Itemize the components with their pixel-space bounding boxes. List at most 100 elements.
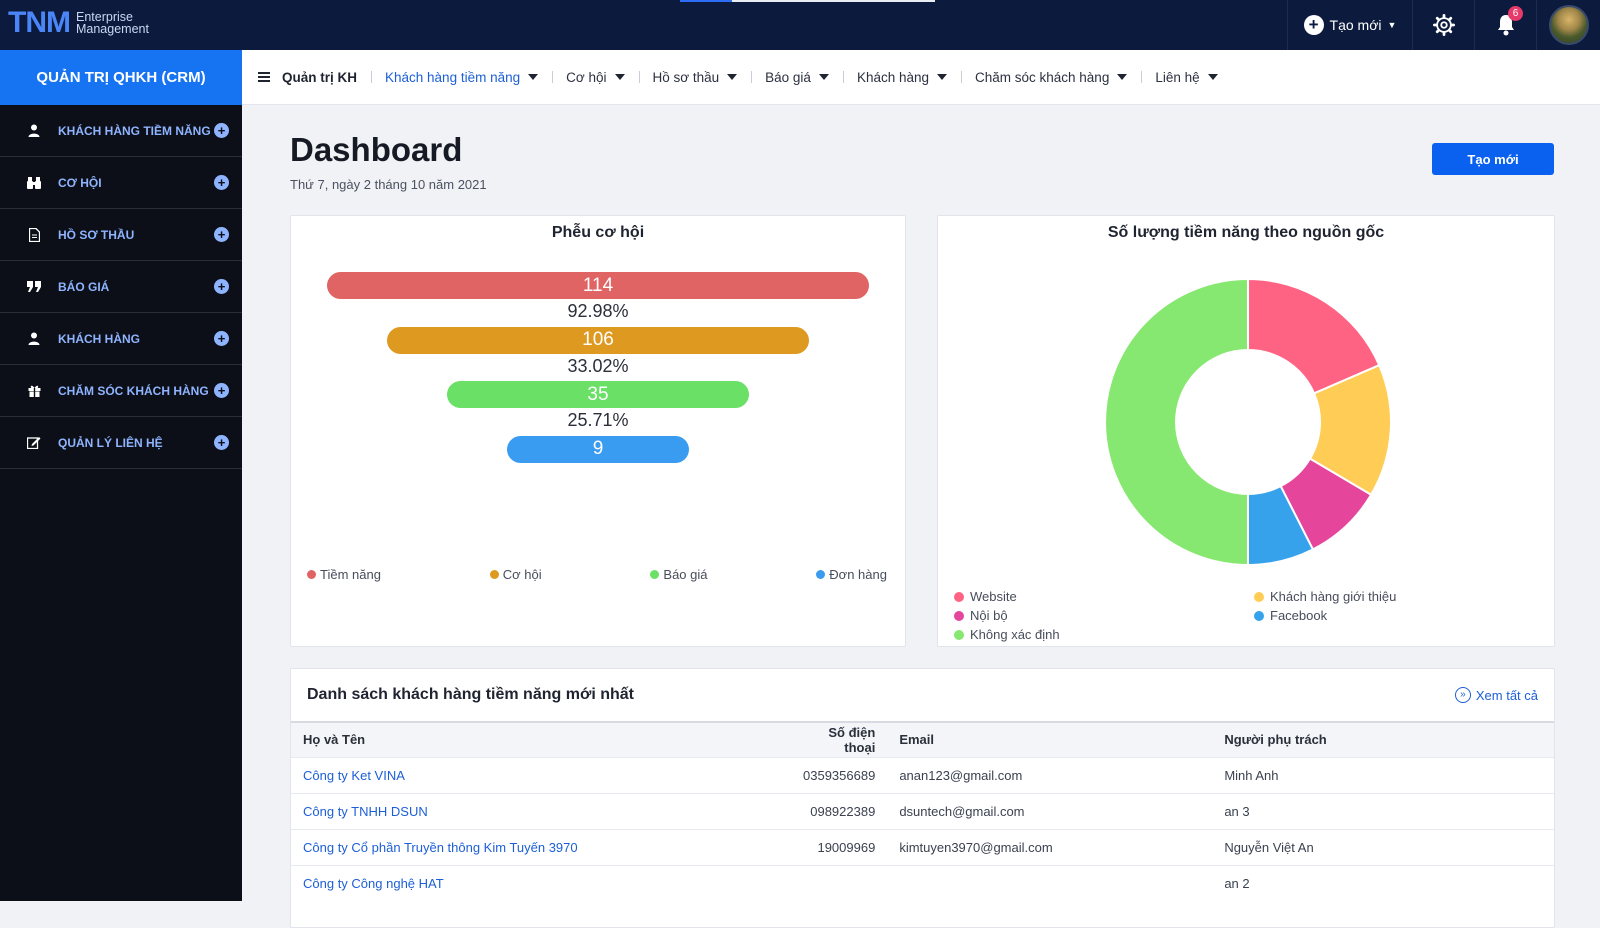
funnel-conversion-label: 33.02% [567,355,629,376]
caret-down-icon: ▼ [1387,20,1397,30]
user-icon [20,124,48,137]
pie-legend-label: Không xác định [970,627,1060,642]
hamburger-menu-icon[interactable] [258,70,270,84]
logo[interactable]: TNM Enterprise Management [8,8,149,38]
sidebar-item-label: CHĂM SÓC KHÁCH HÀNG [58,383,209,398]
create-new-dropdown[interactable]: + Tạo mới ▼ [1287,0,1412,50]
gift-icon [20,384,48,397]
nav-label: Khách hàng tiềm năng [385,69,521,85]
add-circle-icon[interactable]: + [214,175,229,190]
latest-leads-body: Công ty Ket VINA 0359356689 anan123@gmail.… [291,756,1554,901]
pie-legend-label: Khách hàng giới thiệu [1270,589,1397,604]
create-new-button[interactable]: Tạo mới [1432,143,1554,175]
funnel-bar-4[interactable]: 9 [507,435,689,463]
binoculars-icon [20,176,48,189]
sidebar-item-bid-documents[interactable]: HỒ SƠ THẦU + [0,209,242,261]
user-avatar-button[interactable] [1536,0,1600,50]
col-header-owner[interactable]: Người phụ trách [1224,732,1327,748]
notification-badge: 6 [1508,6,1523,21]
latest-leads-title: Danh sách khách hàng tiềm năng mới nhất [307,686,634,703]
sidebar-item-opportunities[interactable]: CƠ HỘI + [0,157,242,209]
sidebar-item-customer-care[interactable]: CHĂM SÓC KHÁCH HÀNG + [0,365,242,417]
pie-legend-row: Website Khách hàng giới thiệu [954,587,1554,606]
nav-customer-care[interactable]: Chăm sóc khách hàng [961,67,1141,87]
triangle-down-icon [1117,74,1128,80]
funnel-legend-item[interactable]: Đơn hàng [816,567,887,582]
sidebar-item-potential-customers[interactable]: KHÁCH HÀNG TIỀM NĂNG + [0,105,242,157]
funnel-legend-item[interactable]: Cơ hội [489,567,542,582]
funnel-legend-item[interactable]: Tiềm năng [307,567,381,582]
cell-name[interactable]: Công ty TNHH DSUN [291,792,791,829]
quote-icon [20,281,48,292]
funnel-conversion-label: 25.71% [567,410,629,430]
page-title: Dashboard [290,131,463,168]
table-row[interactable]: Công ty Công nghệ HAT an 2 [291,864,1554,901]
cell-name[interactable]: Công ty Công nghệ HAT [291,864,791,901]
pie-legend-label: Website [970,589,1017,604]
module-nav: Quản trị KH Khách hàng tiềm năng Cơ hội … [242,50,1600,105]
view-all-link[interactable]: » Xem tất cả [1454,687,1538,703]
loading-strip [680,0,935,2]
sidebar-item-contacts[interactable]: QUẢN LÝ LIÊN HỆ + [0,417,242,469]
add-circle-icon[interactable]: + [214,279,229,294]
cell-phone: 098922389 [791,792,888,829]
notifications-button[interactable]: 6 [1474,0,1536,50]
pie-legend-label: Nội bộ [970,608,1008,623]
nav-customer-admin[interactable]: Quản trị KH [282,67,371,87]
create-new-label: Tạo mới [1329,17,1382,33]
document-icon [20,227,48,242]
pie-legend-item[interactable]: Nội bộ [954,608,1254,623]
add-circle-icon[interactable]: + [214,435,229,450]
legend-dot-icon [954,591,964,602]
legend-dot-icon [489,570,499,579]
nav-opportunities[interactable]: Cơ hội [552,67,638,87]
gear-icon [1432,14,1455,36]
nav-customers[interactable]: Khách hàng [842,67,961,87]
pie-legend-item[interactable]: Website [954,589,1254,604]
sidebar-item-label: BÁO GIÁ [58,279,110,294]
col-header-name[interactable]: Họ và Tên [303,732,366,748]
pie-legend-label: Facebook [1270,608,1328,623]
nav-potential-customers[interactable]: Khách hàng tiềm năng [371,67,552,87]
pie-legend-item[interactable]: Facebook [1254,608,1554,623]
add-circle-icon[interactable]: + [214,227,229,242]
table-row[interactable]: Công ty Ket VINA 0359356689 anan123@gmail.… [291,756,1554,793]
funnel-legend-label: Đơn hàng [829,567,887,582]
logo-main: TNM [8,6,71,39]
cell-name[interactable]: Công ty Ket VINA [291,756,791,793]
pie-legend-item[interactable]: Khách hàng giới thiệu [1254,589,1554,604]
col-header-email[interactable]: Email [899,732,934,748]
funnel-bar-3[interactable]: 35 [447,381,749,408]
funnel-bar-1[interactable]: 114 [327,272,869,299]
nav-label: Chăm sóc khách hàng [975,69,1110,85]
latest-leads-table: Họ và Tên Số điện thoại Email Người phụ … [291,721,1554,901]
pie-chart-title: Số lượng tiềm năng theo nguồn gốc [1107,224,1385,241]
sidebar-item-quotes[interactable]: BÁO GIÁ + [0,261,242,313]
col-header-phone[interactable]: Số điện thoại [828,724,876,755]
add-circle-icon[interactable]: + [214,331,229,346]
cell-name[interactable]: Công ty Cổ phần Truyền thông Kim Tuyến 3… [291,828,791,865]
pie-legend: Website Khách hàng giới thiệu Nội bộ Facebo… [954,587,1554,644]
pie-legend-item[interactable]: Không xác định [954,627,1262,642]
funnel-bar-2[interactable]: 106 [387,326,809,354]
sidebar-title[interactable]: QUẢN TRỊ QHKH (CRM) [0,50,242,105]
table-row[interactable]: Công ty TNHH DSUN 098922389 dsuntech@gmail… [291,792,1554,829]
pie-slice-1[interactable] [1247,277,1381,395]
sidebar-item-customers[interactable]: KHÁCH HÀNG + [0,313,242,365]
add-circle-icon[interactable]: + [214,383,229,398]
funnel-legend-item[interactable]: Báo giá [650,567,708,582]
nav-bid-documents[interactable]: Hồ sơ thầu [638,67,752,87]
triangle-down-icon [937,74,947,80]
nav-contacts[interactable]: Liên hệ [1141,67,1231,87]
nav-quotes[interactable]: Báo giá [751,67,843,87]
settings-button[interactable] [1412,0,1474,50]
pie-legend-row: Không xác định [954,625,1554,644]
legend-dot-icon [816,570,826,579]
sidebar-item-label: QUẢN LÝ LIÊN HỆ [58,435,163,450]
page-date: Thứ 7, ngày 2 tháng 10 năm 2021 [290,177,487,192]
pie-slice-5[interactable] [1104,277,1249,567]
add-circle-icon[interactable]: + [214,123,229,138]
nav-label: Liên hệ [1155,69,1200,85]
logo-line1: Enterprise [75,10,133,24]
table-row[interactable]: Công ty Cổ phần Truyền thông Kim Tuyến 3… [291,828,1554,865]
